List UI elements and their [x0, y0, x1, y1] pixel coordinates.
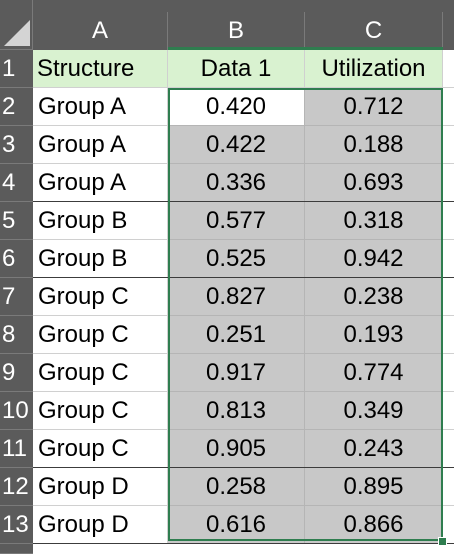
cell-column-d-partial[interactable]	[443, 202, 454, 240]
row-header-2[interactable]: 2	[0, 88, 33, 126]
cell-column-d-partial[interactable]	[443, 50, 454, 88]
cell-data1[interactable]: 0.813	[168, 392, 305, 430]
group-separator-line	[33, 467, 454, 468]
cell-data1[interactable]: 0.251	[168, 316, 305, 354]
header-cell-data1[interactable]: Data 1	[168, 50, 305, 88]
column-b-selected-indicator	[168, 47, 305, 50]
cell-column-d-partial[interactable]	[443, 316, 454, 354]
cell-data1[interactable]: 0.336	[168, 164, 305, 202]
cell-column-d-partial[interactable]	[443, 164, 454, 202]
cell-structure[interactable]: Group A	[33, 164, 168, 202]
column-header-c[interactable]: C	[305, 12, 443, 50]
cell-utilization[interactable]: 0.193	[305, 316, 443, 354]
cell-utilization[interactable]: 0.895	[305, 468, 443, 506]
row-header-3[interactable]: 3	[0, 126, 33, 164]
cell-utilization[interactable]: 0.774	[305, 354, 443, 392]
cell-utilization[interactable]: 0.188	[305, 126, 443, 164]
cell-data1[interactable]: 0.420	[168, 88, 305, 126]
row-header-7[interactable]: 7	[0, 278, 33, 316]
cell-data1[interactable]: 0.827	[168, 278, 305, 316]
row-header-8[interactable]: 8	[0, 316, 33, 354]
cell-structure[interactable]: Group B	[33, 240, 168, 278]
cell-column-d-partial[interactable]	[443, 354, 454, 392]
cell-data1[interactable]: 0.258	[168, 468, 305, 506]
cell-utilization[interactable]: 0.712	[305, 88, 443, 126]
column-c-selected-indicator	[305, 47, 443, 50]
row-header-12[interactable]: 12	[0, 468, 33, 506]
select-all-button[interactable]	[0, 0, 33, 50]
group-separator-line	[33, 277, 454, 278]
cell-data1[interactable]: 0.616	[168, 506, 305, 544]
row-14-partial	[33, 544, 454, 554]
cell-utilization[interactable]: 0.866	[305, 506, 443, 544]
group-separator-line	[33, 543, 454, 544]
row-header-11[interactable]: 11	[0, 430, 33, 468]
cell-column-d-partial[interactable]	[443, 126, 454, 164]
cell-utilization[interactable]: 0.693	[305, 164, 443, 202]
cell-structure[interactable]: Group D	[33, 506, 168, 544]
column-header-d-partial[interactable]	[443, 12, 454, 50]
cell-structure[interactable]: Group A	[33, 126, 168, 164]
cell-data1[interactable]: 0.905	[168, 430, 305, 468]
cell-data1[interactable]: 0.917	[168, 354, 305, 392]
cell-column-d-partial[interactable]	[443, 88, 454, 126]
cell-data1[interactable]: 0.525	[168, 240, 305, 278]
cell-column-d-partial[interactable]	[443, 392, 454, 430]
cell-structure[interactable]: Group C	[33, 278, 168, 316]
cell-structure[interactable]: Group B	[33, 202, 168, 240]
cell-structure[interactable]: Group A	[33, 88, 168, 126]
header-cell-utilization[interactable]: Utilization	[305, 50, 443, 88]
cell-column-d-partial[interactable]	[443, 278, 454, 316]
cell-column-d-partial[interactable]	[443, 430, 454, 468]
cell-column-d-partial[interactable]	[443, 468, 454, 506]
row-header-14-partial[interactable]	[0, 544, 33, 554]
cell-data1[interactable]: 0.577	[168, 202, 305, 240]
row-header-13[interactable]: 13	[0, 506, 33, 544]
row-header-5[interactable]: 5	[0, 202, 33, 240]
column-header-b[interactable]: B	[168, 12, 305, 50]
fill-handle[interactable]	[438, 537, 447, 546]
row-header-10[interactable]: 10	[0, 392, 33, 430]
cell-utilization[interactable]: 0.238	[305, 278, 443, 316]
row-header-4[interactable]: 4	[0, 164, 33, 202]
cell-structure[interactable]: Group C	[33, 316, 168, 354]
cell-structure[interactable]: Group C	[33, 430, 168, 468]
row-header-1[interactable]: 1	[0, 50, 33, 88]
select-all-triangle-icon	[4, 20, 30, 46]
cell-structure[interactable]: Group D	[33, 468, 168, 506]
cell-structure[interactable]: Group C	[33, 392, 168, 430]
cell-utilization[interactable]: 0.243	[305, 430, 443, 468]
group-separator-line	[33, 201, 454, 202]
cell-structure[interactable]: Group C	[33, 354, 168, 392]
header-cell-structure[interactable]: Structure	[33, 50, 168, 88]
row-header-6[interactable]: 6	[0, 240, 33, 278]
cell-column-d-partial[interactable]	[443, 240, 454, 278]
row-header-9[interactable]: 9	[0, 354, 33, 392]
cell-utilization[interactable]: 0.942	[305, 240, 443, 278]
cell-utilization[interactable]: 0.318	[305, 202, 443, 240]
column-header-strip	[33, 0, 454, 12]
cell-utilization[interactable]: 0.349	[305, 392, 443, 430]
cell-data1[interactable]: 0.422	[168, 126, 305, 164]
column-header-a[interactable]: A	[33, 12, 168, 50]
